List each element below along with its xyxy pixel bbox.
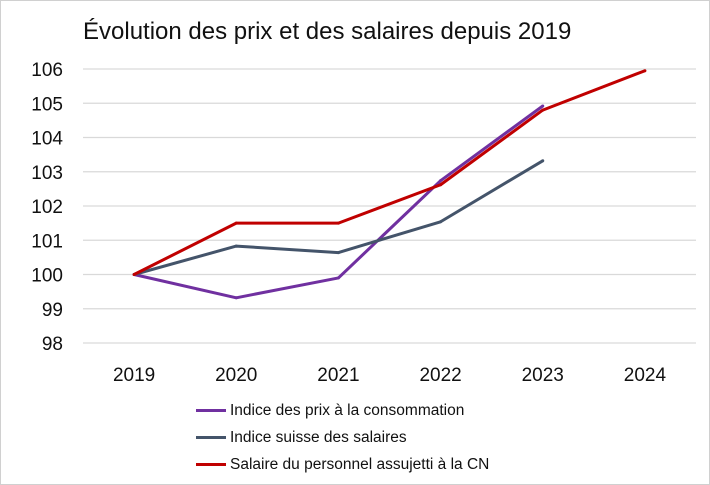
data-point <box>132 273 136 276</box>
series-line <box>133 69 646 276</box>
data-point <box>439 179 443 183</box>
y-tick-label: 100 <box>31 266 63 287</box>
y-tick-label: 103 <box>31 163 63 184</box>
y-tick-label: 106 <box>31 60 63 81</box>
legend-swatch <box>196 436 226 439</box>
data-point <box>541 108 545 112</box>
data-point <box>336 276 340 280</box>
data-point <box>541 104 545 108</box>
y-tick-label: 105 <box>31 94 63 115</box>
data-point <box>439 220 443 224</box>
data-point <box>336 251 340 255</box>
data-point <box>234 244 238 248</box>
x-tick-label: 2023 <box>522 365 564 386</box>
data-point <box>643 69 647 73</box>
x-tick-label: 2021 <box>317 365 359 386</box>
x-tick-label: 2024 <box>624 365 667 386</box>
legend-label: Indice des prix à la consommation <box>230 401 465 419</box>
y-tick-label: 99 <box>42 300 63 321</box>
legend-item: Indice des prix à la consommation <box>196 397 489 424</box>
series-line <box>133 159 544 276</box>
data-point <box>541 159 545 163</box>
series-line <box>133 104 544 300</box>
x-tick-label: 2022 <box>419 365 461 386</box>
data-point <box>336 221 340 225</box>
chart-title: Évolution des prix et des salaires depui… <box>83 18 571 45</box>
y-tick-label: 104 <box>31 129 63 150</box>
legend-swatch <box>196 463 226 466</box>
x-tick-label: 2019 <box>113 365 155 386</box>
y-tick-label: 98 <box>42 334 63 355</box>
y-tick-label: 101 <box>31 231 63 252</box>
legend-label: Indice suisse des salaires <box>230 428 407 446</box>
legend-item: Indice suisse des salaires <box>196 424 489 451</box>
data-point <box>234 296 238 300</box>
x-tick-label: 2020 <box>215 365 257 386</box>
y-tick-label: 102 <box>31 197 63 218</box>
legend-item: Salaire du personnel assujetti à la CN <box>196 451 489 478</box>
data-point <box>234 221 238 225</box>
legend-swatch <box>196 409 226 412</box>
data-point <box>439 183 443 187</box>
legend: Indice des prix à la consommation Indice … <box>196 397 489 478</box>
legend-label: Salaire du personnel assujetti à la CN <box>230 455 490 473</box>
